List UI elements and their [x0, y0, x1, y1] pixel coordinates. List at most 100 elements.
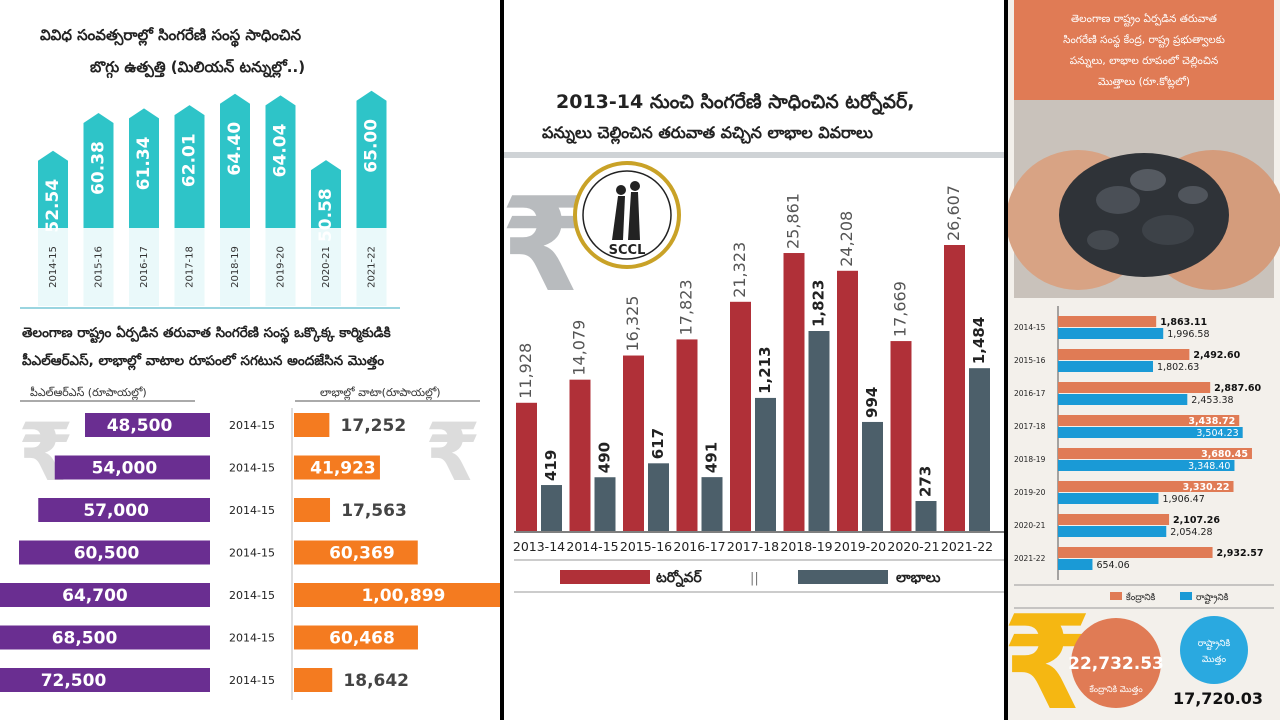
panel3-svg: తెలంగాణ రాష్ట్రం ఏర్పడిన తరువాత సింగరేణి…	[1008, 0, 1280, 720]
profit-share-value-label: 60,369	[329, 544, 395, 564]
legend-separator: ||	[750, 571, 759, 586]
production-bar-label-box	[38, 228, 68, 306]
legend-center-label: కేంద్రానికి	[1126, 592, 1156, 603]
turnover-value-label: 17,669	[891, 281, 910, 337]
production-chart: 52.54 2014-15 60.38 2015-16 61.34 2016-17 62.0…	[38, 90, 387, 307]
center-tax-value-label: 3,330.22	[1183, 482, 1230, 493]
plrs-value-label: 64,700	[62, 586, 128, 606]
center-total-label: కేంద్రానికి మొత్తం	[1089, 684, 1143, 695]
state-total-label2: మొత్తం	[1202, 655, 1227, 665]
center-tax-value-label: 3,680.45	[1201, 449, 1248, 460]
turnover-year-label: 2015-16	[620, 539, 672, 554]
rupee-watermark-left-icon: ₹	[18, 406, 74, 499]
turnover-value-label: 16,325	[623, 296, 642, 352]
worker-left-header: పీఎల్ఆర్ఎస్ (రూపాయల్లో)	[30, 386, 147, 401]
taxes-title-line2: సింగరేణి సంస్థ కేంద్ర, రాష్ట్ర ప్రభుత్వా…	[1063, 34, 1225, 48]
turnover-value-label: 17,823	[677, 279, 696, 335]
profit-share-value-label: 17,563	[341, 501, 407, 521]
profit-share-bar	[294, 498, 331, 522]
plrs-value-label: 54,000	[92, 459, 158, 479]
center-tax-bar	[1058, 547, 1213, 558]
turnover-value-label: 24,208	[837, 211, 856, 267]
profit-value-label: 994	[863, 387, 881, 418]
production-year-label: 2020-21	[321, 246, 332, 288]
turnover-title-rule	[504, 152, 1004, 158]
center-tax-bar	[1058, 514, 1170, 525]
legend-center-swatch	[1110, 592, 1122, 600]
worker-year-label: 2014-15	[229, 674, 275, 687]
state-tax-value-label: 2,453.38	[1191, 395, 1233, 406]
production-year-label: 2017-18	[185, 246, 196, 288]
taxes-year-label: 2016-17	[1014, 389, 1046, 398]
turnover-bar	[676, 339, 698, 531]
production-baseline	[20, 307, 400, 309]
turnover-bar	[623, 355, 644, 531]
plrs-bar	[38, 498, 210, 522]
production-bar-label-box	[83, 228, 114, 306]
plrs-bar	[0, 625, 210, 650]
turnover-value-label: 11,928	[516, 343, 535, 399]
worker-year-label: 2014-15	[229, 632, 275, 645]
turnover-bar	[730, 301, 751, 531]
profit-share-bar	[294, 540, 418, 565]
production-year-label: 2021-22	[367, 246, 378, 288]
panel-divider-1	[500, 0, 504, 720]
turnover-year-label: 2013-14	[513, 539, 565, 554]
state-total-circle	[1180, 616, 1248, 684]
profit-share-bar	[294, 625, 418, 650]
worker-year-label: 2014-15	[229, 589, 275, 602]
legend-turnover-swatch	[560, 570, 650, 584]
center-tax-value-label: 1,863.11	[1160, 317, 1207, 328]
production-bar-label-box	[174, 228, 205, 306]
plrs-value-label: 68,500	[52, 629, 118, 649]
profit-bar	[701, 477, 723, 531]
profit-value-label: 491	[703, 442, 721, 473]
profit-value-label: 419	[542, 450, 560, 481]
production-year-label: 2019-20	[276, 246, 287, 288]
legend-turnover-label: టర్నోవర్	[656, 569, 702, 587]
turnover-value-label: 21,323	[730, 242, 749, 298]
center-tax-value-label: 2,887.60	[1214, 383, 1261, 394]
taxes-year-label: 2018-19	[1014, 455, 1046, 464]
turnover-bar	[516, 402, 537, 531]
state-tax-bar	[1058, 493, 1159, 504]
taxes-year-label: 2014-15	[1014, 323, 1046, 332]
state-tax-value-label: 654.06	[1096, 560, 1129, 571]
state-tax-bar	[1058, 328, 1164, 339]
production-value-label: 50.58	[316, 188, 336, 242]
turnover-bar	[944, 245, 965, 531]
worker-year-label: 2014-15	[229, 419, 275, 432]
rupee-watermark-right-icon: ₹	[425, 406, 481, 499]
production-value-label: 64.04	[271, 123, 291, 177]
center-tax-value-label: 3,438.72	[1188, 416, 1235, 427]
state-tax-value-label: 3,348.40	[1188, 461, 1230, 472]
center-tax-bar	[1058, 448, 1252, 459]
turnover-value-label: 25,861	[784, 193, 803, 249]
profit-bar	[541, 485, 562, 531]
worker-title-line1: తెలంగాణ రాష్ట్రం ఏర్పడిన తరువాత సింగరేణి…	[22, 325, 391, 344]
state-tax-bar	[1058, 361, 1154, 372]
taxes-title-line4: మొత్తాలు (రూ.కోట్లలో)	[1098, 75, 1190, 89]
center-tax-value-label: 2,932.57	[1217, 548, 1264, 559]
turnover-chart: 11,928 419 2013-14 14,079 490 2014-15 16,325 61…	[513, 185, 993, 554]
turnover-year-label: 2018-19	[780, 539, 832, 554]
profit-bar	[969, 368, 990, 531]
panel1-svg: వివిధ సంవత్సరాల్లో సింగరేణి సంస్థ సాధించ…	[0, 26, 500, 700]
turnover-year-label: 2016-17	[673, 539, 725, 554]
plrs-bar	[0, 668, 210, 692]
profit-share-value-label: 18,642	[343, 671, 409, 691]
state-tax-value-label: 1,802.63	[1157, 362, 1199, 373]
worker-chart: 48,500 2014-15 17,252 54,000 2014-15 41,923 57…	[0, 413, 500, 692]
production-and-worker-panel: వివిధ సంవత్సరాల్లో సింగరేణి సంస్థ సాధించ…	[0, 0, 500, 720]
taxes-title-line3: పన్నులు, లాభాల రూపంలో చెల్లించిన	[1070, 54, 1219, 68]
sccl-logo-text: SCCL	[609, 243, 646, 258]
taxes-year-label: 2015-16	[1014, 356, 1046, 365]
taxes-year-label: 2019-20	[1014, 488, 1046, 497]
center-tax-value-label: 2,492.60	[1193, 350, 1240, 361]
taxes-panel: తెలంగాణ రాష్ట్రం ఏర్పడిన తరువాత సింగరేణి…	[1008, 0, 1280, 720]
worker-year-label: 2014-15	[229, 547, 275, 560]
profit-share-value-label: 41,923	[310, 459, 376, 479]
turnover-year-label: 2021-22	[941, 539, 993, 554]
state-tax-bar	[1058, 559, 1093, 570]
sccl-logo: SCCL	[573, 161, 681, 269]
